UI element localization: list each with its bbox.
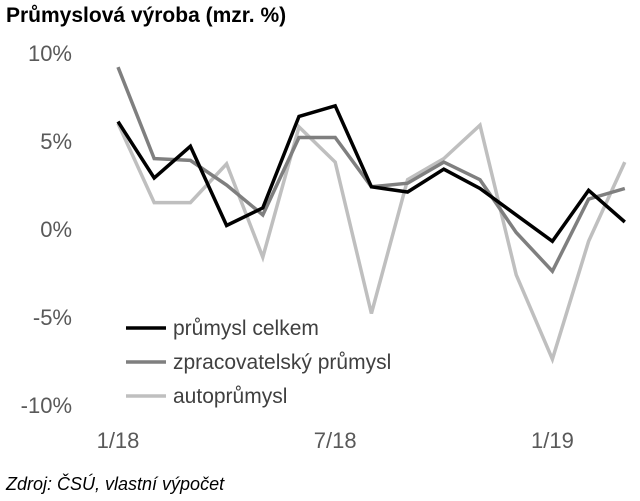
legend-label: zpracovatelský průmysl: [173, 351, 391, 374]
x-axis-ticks: 1/18 7/18 1/19: [97, 428, 574, 453]
y-tick-label: -10%: [21, 393, 72, 418]
legend-label: průmysl celkem: [173, 317, 319, 340]
series-lines: [116, 66, 627, 365]
x-tick-label: 1/18: [97, 428, 140, 453]
series-line-1: [116, 103, 626, 244]
legend: průmysl celkem zpracovatelský průmysl auto…: [126, 317, 391, 408]
chart-title: Průmyslová výroba (mzr. %): [6, 4, 287, 27]
y-tick-label: -5%: [33, 305, 72, 330]
y-tick-label: 0%: [40, 217, 72, 242]
legend-label: autoprůmysl: [173, 385, 287, 408]
x-tick-label: 1/19: [531, 428, 574, 453]
x-tick-label: 7/18: [314, 428, 357, 453]
y-axis-ticks: 10% 5% 0% -5% -10%: [21, 41, 72, 418]
y-tick-label: 10%: [28, 41, 72, 66]
source-note: Zdroj: ČSÚ, vlastní výpočet: [6, 474, 225, 494]
y-tick-label: 5%: [40, 129, 72, 154]
